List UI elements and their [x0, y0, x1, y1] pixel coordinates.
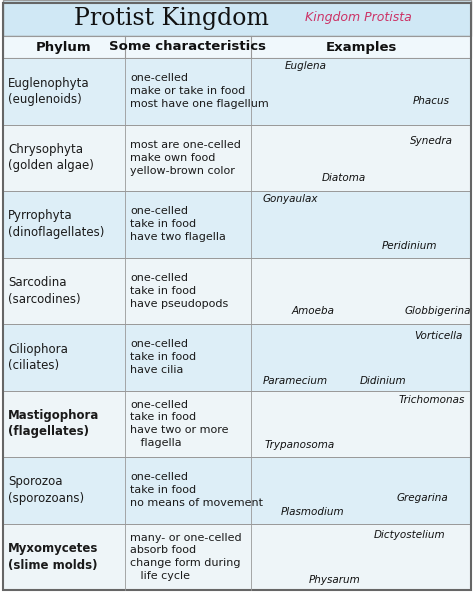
Text: Sporozoa
(sporozoans): Sporozoa (sporozoans): [8, 476, 84, 505]
Text: Didinium: Didinium: [360, 375, 406, 385]
FancyBboxPatch shape: [3, 36, 471, 58]
Text: Ciliophora
(ciliates): Ciliophora (ciliates): [8, 343, 68, 372]
FancyBboxPatch shape: [3, 324, 471, 391]
Text: Examples: Examples: [325, 40, 397, 53]
Text: Euglena: Euglena: [285, 61, 327, 71]
Text: Phacus: Phacus: [413, 96, 450, 106]
Text: many- or one-celled
absorb food
change form during
   life cycle: many- or one-celled absorb food change f…: [130, 533, 242, 581]
Text: Trichomonas: Trichomonas: [398, 396, 465, 406]
Text: Peridinium: Peridinium: [382, 241, 437, 250]
Text: Myxomycetes
(slime molds): Myxomycetes (slime molds): [8, 542, 99, 572]
Text: Plasmodium: Plasmodium: [281, 506, 345, 517]
Text: one-celled
make or take in food
most have one flagellum: one-celled make or take in food most hav…: [130, 74, 269, 109]
Text: one-celled
take in food
no means of movement: one-celled take in food no means of move…: [130, 473, 263, 508]
FancyBboxPatch shape: [3, 457, 471, 524]
Text: most are one-celled
make own food
yellow-brown color: most are one-celled make own food yellow…: [130, 140, 241, 176]
Text: Mastigophora
(flagellates): Mastigophora (flagellates): [8, 409, 100, 438]
FancyBboxPatch shape: [3, 0, 471, 36]
FancyBboxPatch shape: [3, 257, 471, 324]
Text: Amoeba: Amoeba: [291, 306, 334, 315]
Text: Dictyostelium: Dictyostelium: [374, 531, 445, 540]
Text: one-celled
take in food
have pseudopods: one-celled take in food have pseudopods: [130, 273, 228, 308]
Text: Kingdom Protista: Kingdom Protista: [305, 11, 412, 24]
Text: Some characteristics: Some characteristics: [109, 40, 266, 53]
Text: Euglenophyta
(euglenoids): Euglenophyta (euglenoids): [8, 76, 90, 106]
Text: Globbigerina: Globbigerina: [405, 306, 471, 315]
Text: Protist Kingdom: Protist Kingdom: [74, 7, 269, 30]
Text: Physarum: Physarum: [309, 575, 360, 585]
Text: Phylum: Phylum: [36, 40, 92, 53]
Text: one-celled
take in food
have two or more
   flagella: one-celled take in food have two or more…: [130, 400, 228, 448]
Text: Synedra: Synedra: [410, 136, 453, 146]
FancyBboxPatch shape: [3, 125, 471, 191]
Text: Diatoma: Diatoma: [321, 173, 365, 183]
Text: one-celled
take in food
have two flagella: one-celled take in food have two flagell…: [130, 206, 226, 242]
Text: Paramecium: Paramecium: [263, 375, 328, 385]
Text: Vorticella: Vorticella: [414, 331, 462, 341]
FancyBboxPatch shape: [3, 191, 471, 257]
FancyBboxPatch shape: [3, 391, 471, 457]
Text: Gonyaulax: Gonyaulax: [263, 194, 319, 204]
FancyBboxPatch shape: [3, 524, 471, 590]
Text: one-celled
take in food
have cilia: one-celled take in food have cilia: [130, 339, 196, 375]
Text: Trypanosoma: Trypanosoma: [264, 440, 335, 450]
Text: Sarcodina
(sarcodines): Sarcodina (sarcodines): [8, 276, 81, 305]
Text: Chrysophyta
(golden algae): Chrysophyta (golden algae): [8, 143, 94, 173]
FancyBboxPatch shape: [3, 58, 471, 125]
Text: Pyrrophyta
(dinoflagellates): Pyrrophyta (dinoflagellates): [8, 209, 104, 239]
Text: Gregarina: Gregarina: [397, 493, 448, 503]
